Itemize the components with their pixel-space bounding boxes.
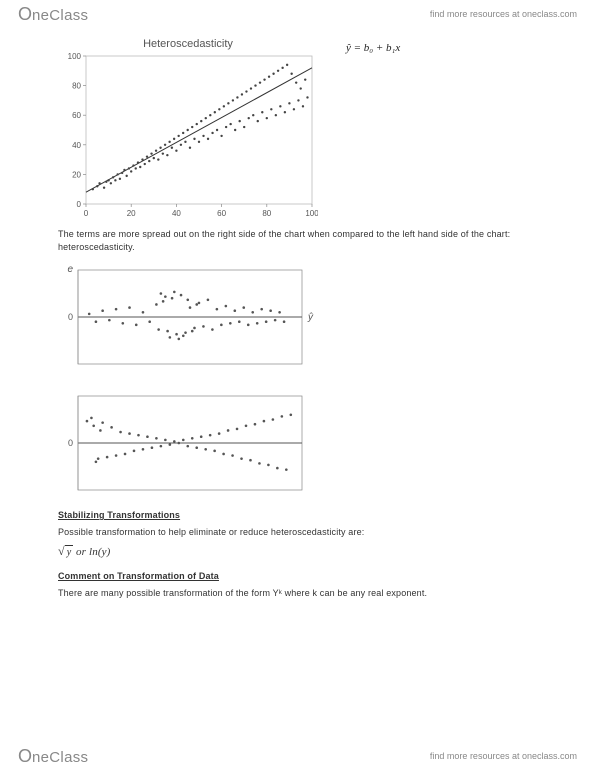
heading-comment: Comment on Transformation of Data <box>58 571 537 581</box>
svg-text:0: 0 <box>68 438 73 448</box>
residual-svg-2: 0 <box>58 388 316 500</box>
heading-stabilizing: Stabilizing Transformations <box>58 510 537 520</box>
main-chart-row: Heteroscedasticity 0 20 40 60 80 100 0 20 40 60 80… <box>58 38 537 222</box>
svg-text:0: 0 <box>84 209 89 218</box>
transformations-math: √y or ln(y) <box>58 545 537 561</box>
ln-y: ln(y) <box>89 546 111 558</box>
radical-sign: √ <box>58 545 65 557</box>
svg-text:80: 80 <box>262 209 271 218</box>
logo-footer: OneClass <box>18 746 88 767</box>
logo-cap-footer: O <box>18 746 32 767</box>
chart-title: Heteroscedasticity <box>58 38 318 50</box>
logo-rest: neClass <box>32 7 88 24</box>
page-header: OneClass find more resources at oneclass… <box>0 0 595 28</box>
footer-tagline: find more resources at oneclass.com <box>430 751 577 761</box>
svg-text:40: 40 <box>172 209 181 218</box>
svg-text:ŷ: ŷ <box>307 312 314 323</box>
svg-text:e: e <box>67 264 73 275</box>
svg-text:100: 100 <box>305 209 318 218</box>
svg-text:20: 20 <box>127 209 136 218</box>
svg-text:0: 0 <box>77 200 82 209</box>
heteroscedasticity-chart: Heteroscedasticity 0 20 40 60 80 100 0 20 40 60 80… <box>58 38 318 222</box>
residual-svg-1: 0 e ŷ <box>58 262 316 374</box>
svg-text:40: 40 <box>72 141 81 150</box>
logo-header: OneClass <box>18 4 88 25</box>
svg-text:80: 80 <box>72 82 81 91</box>
page-content: Heteroscedasticity 0 20 40 60 80 100 0 20 40 60 80… <box>0 28 595 600</box>
residual-chart-1: 0 e ŷ <box>58 262 537 374</box>
header-tagline: find more resources at oneclass.com <box>430 9 577 19</box>
or-text: or <box>76 546 89 558</box>
scatter-svg-main: 0 20 40 60 80 100 0 20 40 60 80 100 <box>58 52 318 222</box>
caption-heteroscedasticity: The terms are more spread out on the rig… <box>58 228 537 254</box>
sqrt-radicand: y <box>65 545 74 561</box>
sqrt-y: √y <box>58 545 73 561</box>
text-possible-transform: Possible transformation to help eliminat… <box>58 526 537 539</box>
text-comment: There are many possible transformation o… <box>58 587 537 600</box>
svg-text:100: 100 <box>68 52 82 61</box>
svg-text:60: 60 <box>72 111 81 120</box>
residual-chart-2: 0 <box>58 388 537 500</box>
svg-text:0: 0 <box>68 312 73 322</box>
svg-text:60: 60 <box>217 209 226 218</box>
logo-cap: O <box>18 4 32 25</box>
page-footer: OneClass find more resources at oneclass… <box>0 742 595 770</box>
logo-rest-footer: neClass <box>32 749 88 766</box>
svg-text:20: 20 <box>72 170 81 179</box>
regression-equation: ŷ = b₀ + b₁x <box>346 42 400 54</box>
